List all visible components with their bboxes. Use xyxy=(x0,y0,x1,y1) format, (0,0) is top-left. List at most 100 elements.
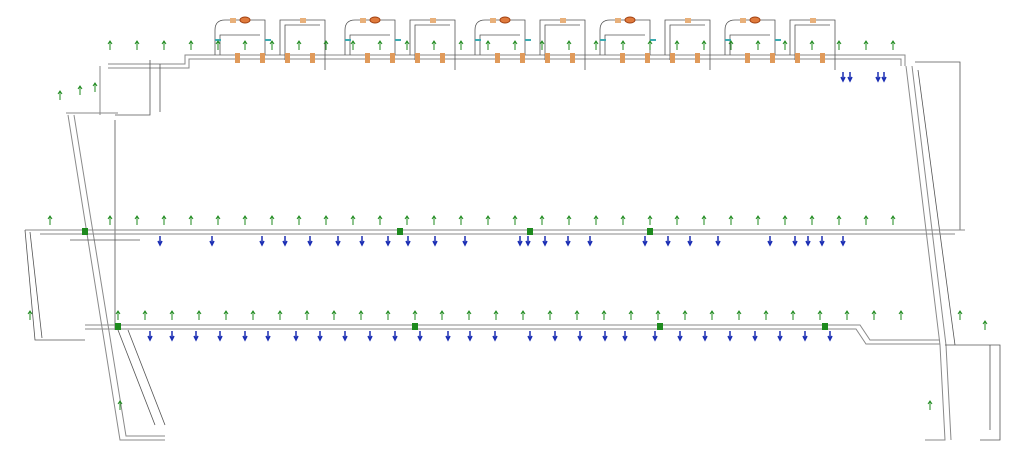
pipe xyxy=(108,54,906,66)
drain-arrow xyxy=(665,236,671,247)
flange xyxy=(440,53,445,63)
right-riser xyxy=(905,65,1001,441)
support-marker xyxy=(493,310,499,320)
support-marker xyxy=(674,215,680,225)
support-marker xyxy=(412,310,418,320)
support-marker xyxy=(439,310,445,320)
pipe xyxy=(108,58,902,69)
drain-arrow xyxy=(767,236,773,247)
support xyxy=(115,323,121,330)
valve xyxy=(749,16,761,24)
support-marker xyxy=(836,40,842,50)
support-marker xyxy=(377,215,383,225)
left-riser xyxy=(66,66,166,441)
support-marker xyxy=(701,40,707,50)
drain-arrow xyxy=(445,331,451,342)
flange xyxy=(795,53,800,63)
flange xyxy=(570,53,575,63)
support-marker xyxy=(547,310,553,320)
valve xyxy=(740,18,746,23)
support-marker xyxy=(620,40,626,50)
support-marker xyxy=(647,40,653,50)
valve xyxy=(615,18,621,23)
support-marker xyxy=(250,310,256,320)
drain-arrow xyxy=(840,72,846,83)
valve xyxy=(239,16,251,24)
support-marker xyxy=(844,310,850,320)
support-marker xyxy=(431,40,437,50)
support-marker xyxy=(296,40,302,50)
drain-arrow xyxy=(405,236,411,247)
support-marker xyxy=(242,40,248,50)
support-marker xyxy=(107,40,113,50)
drain-arrow xyxy=(715,236,721,247)
support-marker xyxy=(296,215,302,225)
support-marker xyxy=(890,40,896,50)
header-pipe xyxy=(108,54,961,230)
drain-arrow xyxy=(565,236,571,247)
loop-pipe xyxy=(474,19,526,55)
support-marker xyxy=(782,40,788,50)
support-marker xyxy=(458,215,464,225)
drain-arrow xyxy=(552,331,558,342)
drain-arrow xyxy=(577,331,583,342)
flange xyxy=(695,53,700,63)
drain-arrow xyxy=(881,72,887,83)
drain-arrow xyxy=(242,331,248,342)
support-marker xyxy=(982,320,988,330)
support-marker xyxy=(269,40,275,50)
drain-arrow xyxy=(147,331,153,342)
support-marker xyxy=(196,310,202,320)
pipe xyxy=(911,65,952,441)
support-marker xyxy=(890,215,896,225)
drain-arrow xyxy=(792,236,798,247)
drain-arrow xyxy=(417,331,423,342)
flange xyxy=(285,53,290,63)
drain-arrow xyxy=(840,236,846,247)
support-marker xyxy=(566,40,572,50)
drain-arrow xyxy=(827,331,833,342)
drain-arrow xyxy=(385,236,391,247)
drain-arrow xyxy=(342,331,348,342)
drain-arrow xyxy=(702,331,708,342)
valve xyxy=(499,16,511,24)
support-marker xyxy=(215,215,221,225)
support-marker xyxy=(188,40,194,50)
drain-arrow xyxy=(542,236,548,247)
support-marker xyxy=(27,310,33,320)
support-marker xyxy=(728,40,734,50)
valve xyxy=(560,18,566,23)
support-marker xyxy=(350,215,356,225)
pipe xyxy=(917,69,1001,441)
drain-arrow xyxy=(587,236,593,247)
drain-arrow xyxy=(819,236,825,247)
pipe xyxy=(67,114,165,441)
support-marker xyxy=(512,215,518,225)
support-marker xyxy=(223,310,229,320)
flange xyxy=(365,53,370,63)
valve xyxy=(360,18,366,23)
support xyxy=(822,323,828,330)
support-marker xyxy=(628,310,634,320)
support-marker xyxy=(377,40,383,50)
valve xyxy=(430,18,436,23)
support-marker xyxy=(115,310,121,320)
support-marker xyxy=(77,85,83,95)
support-marker xyxy=(485,40,491,50)
flange xyxy=(390,53,395,63)
support-marker xyxy=(512,40,518,50)
pipe xyxy=(915,61,961,230)
support-marker xyxy=(161,40,167,50)
support-marker xyxy=(593,215,599,225)
drain-arrow xyxy=(727,331,733,342)
flange xyxy=(495,53,500,63)
support-marker xyxy=(385,310,391,320)
support-marker xyxy=(755,40,761,50)
support-marker xyxy=(701,215,707,225)
flange xyxy=(260,53,265,63)
loop-pipe xyxy=(599,19,651,55)
support-marker xyxy=(161,215,167,225)
valve xyxy=(300,18,306,23)
drain-arrow xyxy=(367,331,373,342)
